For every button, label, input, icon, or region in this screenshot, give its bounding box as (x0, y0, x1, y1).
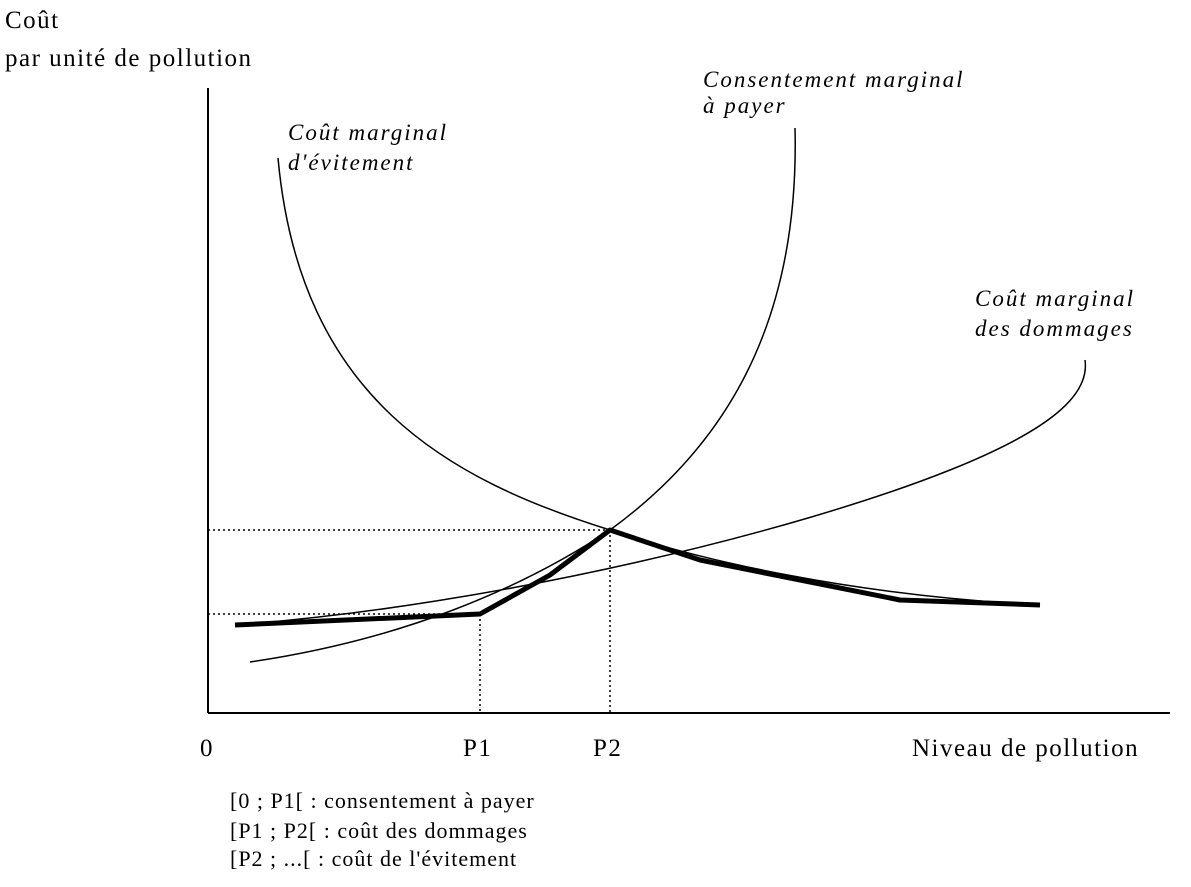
curve-label: Consentement marginal (703, 67, 965, 92)
y-axis-label: par unité de pollution (5, 45, 253, 72)
x-axis-label: Niveau de pollution (912, 735, 1139, 762)
curve-label: à payer (703, 93, 787, 118)
legend-entry: [P2 ; ...[ : coût de l'évitement (230, 846, 517, 871)
y-axis-label: Coût (5, 7, 60, 34)
curve-label: Coût marginal (975, 286, 1135, 311)
x-tick-label: P2 (593, 735, 622, 762)
curve-label: d'évitement (288, 150, 415, 175)
envelope-curve (234, 527, 1041, 628)
x-tick-label: 0 (200, 735, 214, 762)
curve-label: des dommages (975, 316, 1134, 341)
curve-label: Coût marginal (288, 120, 448, 145)
avoidance-curve (277, 157, 1041, 606)
x-tick-label: P1 (463, 735, 492, 762)
legend-entry: [P1 ; P2[ : coût des dommages (230, 818, 528, 843)
legend-entry: [0 ; P1[ : consentement à payer (230, 788, 535, 813)
damage-curve (234, 359, 1087, 626)
